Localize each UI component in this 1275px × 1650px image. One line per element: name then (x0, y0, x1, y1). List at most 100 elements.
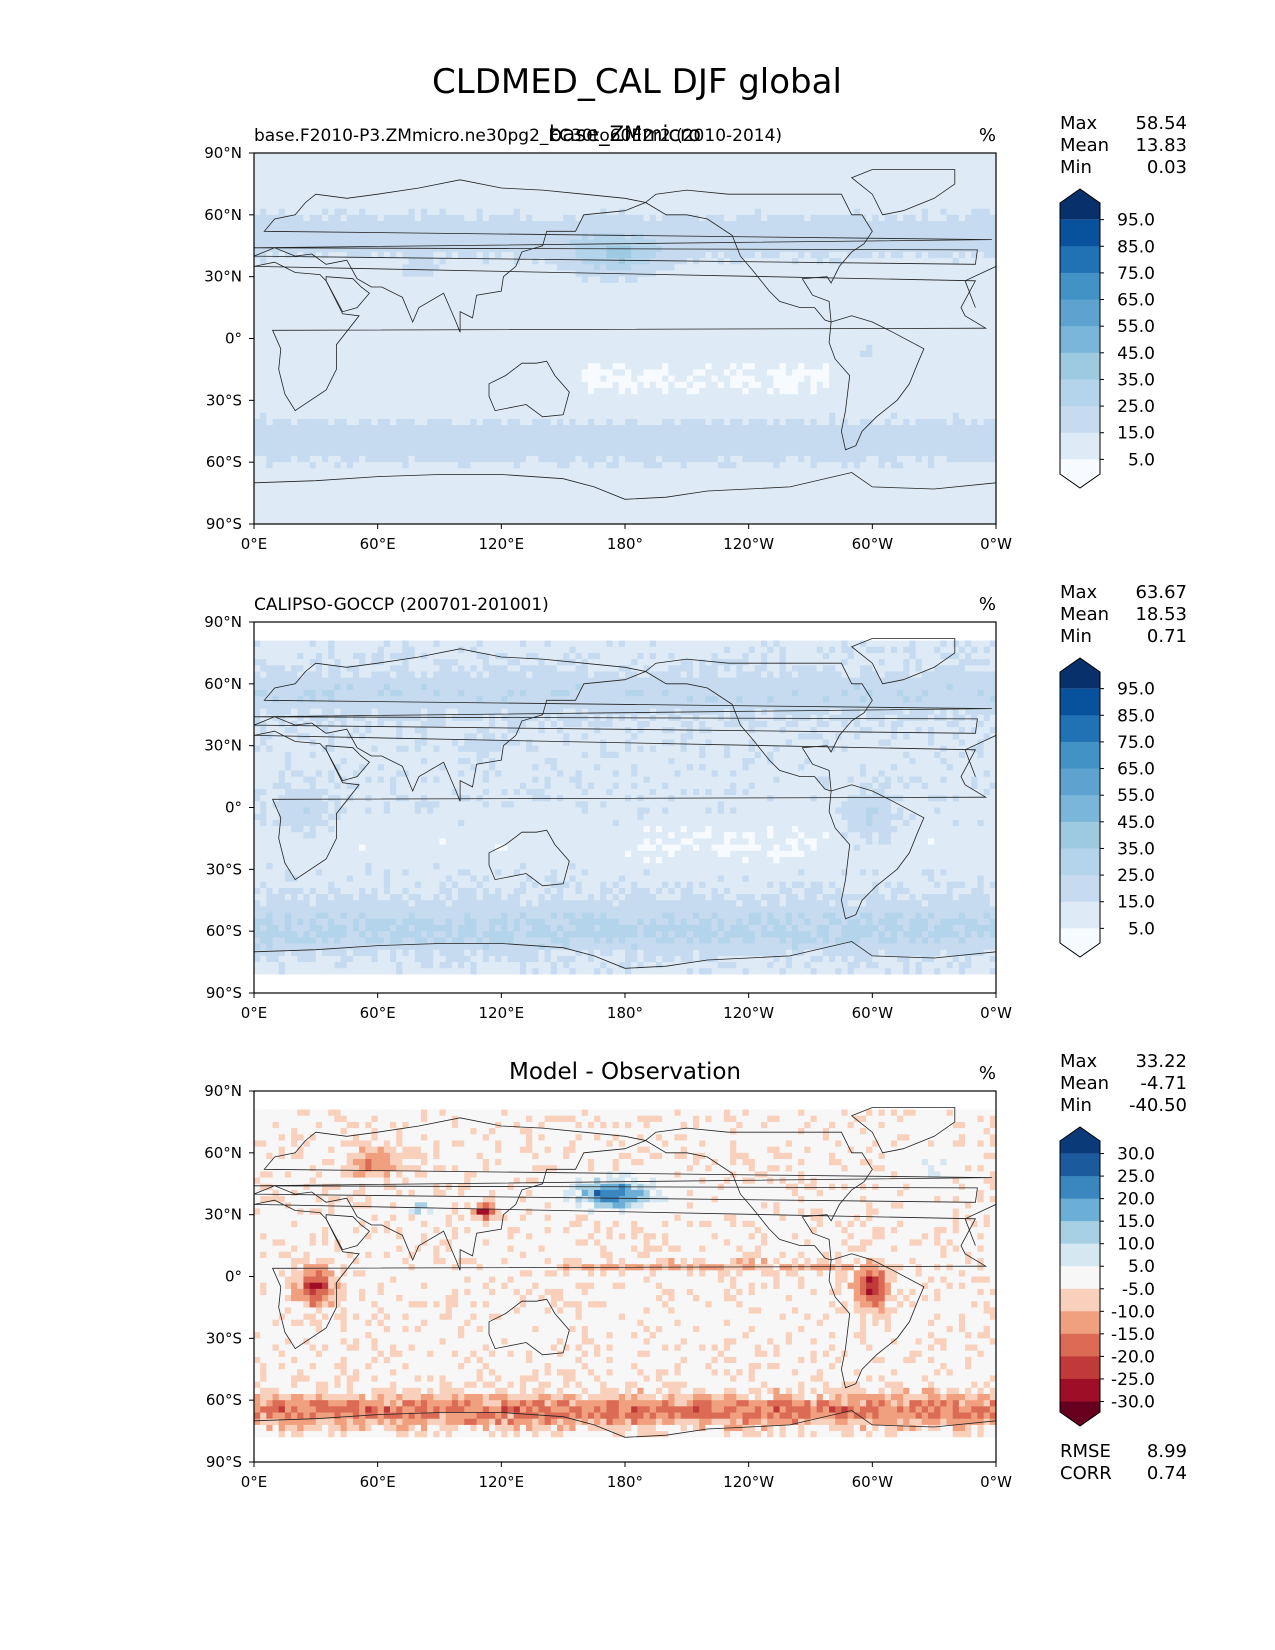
heatmap-cell (390, 394, 397, 401)
heatmap-cell (680, 208, 688, 216)
heatmap-cell (383, 437, 391, 445)
heatmap-cell (334, 511, 342, 519)
heatmap-cell (476, 462, 484, 469)
heatmap-cell (717, 363, 725, 371)
heatmap-cell (761, 171, 768, 179)
heatmap-cell (291, 177, 298, 185)
heatmap-cell (569, 233, 577, 241)
heatmap-cell (346, 468, 354, 476)
heatmap-cell (550, 270, 558, 278)
heatmap-cell (600, 443, 608, 451)
heatmap-cell (761, 326, 768, 333)
heatmap-cell (625, 196, 632, 204)
heatmap-cell (544, 202, 552, 210)
heatmap-cell (272, 486, 280, 494)
heatmap-cell (291, 344, 298, 352)
heatmap-cell (439, 406, 447, 414)
heatmap-cell (705, 418, 713, 426)
heatmap-cell (550, 221, 558, 228)
heatmap-cell (662, 350, 669, 358)
heatmap-cell (594, 387, 601, 395)
heatmap-cell (334, 319, 342, 327)
heatmap-cell (581, 319, 589, 327)
heatmap-cell (352, 301, 360, 309)
heatmap-cell (352, 418, 360, 426)
heatmap-cell (606, 369, 614, 377)
heatmap-cell (723, 400, 731, 408)
heatmap-cell (730, 202, 737, 210)
heatmap-cell (631, 480, 638, 488)
heatmap-cell (260, 313, 267, 321)
heatmap-cell (717, 183, 725, 191)
heatmap-cell (754, 431, 762, 439)
heatmap-cell (699, 375, 706, 383)
heatmap-cell (266, 258, 274, 265)
heatmap-cell (662, 270, 669, 278)
heatmap-cell (377, 251, 385, 259)
heatmap-cell (315, 400, 323, 408)
heatmap-cell (420, 418, 428, 426)
heatmap-cell (587, 387, 595, 395)
heatmap-cell (569, 270, 577, 278)
heatmap-cell (637, 425, 645, 432)
heatmap-cell (736, 301, 744, 309)
heatmap-cell (594, 418, 601, 426)
heatmap-cell (569, 227, 577, 234)
heatmap-cell (594, 264, 601, 272)
heatmap-cell (377, 443, 385, 451)
heatmap-cell (705, 387, 713, 395)
heatmap-cell (427, 301, 434, 309)
heatmap-cell (291, 214, 298, 222)
heatmap-cell (451, 282, 459, 290)
heatmap-cell (600, 375, 608, 383)
heatmap-cell (365, 462, 373, 469)
heatmap-cell (594, 289, 601, 296)
heatmap-cell (532, 221, 540, 228)
heatmap-cell (297, 233, 305, 241)
heatmap-cell (272, 387, 280, 395)
heatmap-cell (507, 375, 515, 383)
heatmap-cell (556, 493, 564, 500)
heatmap-cell (334, 251, 342, 259)
heatmap-cell (377, 400, 385, 408)
heatmap-cell (476, 202, 484, 210)
heatmap-cell (544, 480, 552, 488)
heatmap-cell (346, 394, 354, 401)
heatmap-cell (513, 196, 521, 204)
heatmap-cell (569, 202, 577, 210)
heatmap-cell (736, 462, 744, 469)
heatmap-cell (748, 239, 756, 247)
heatmap-cell (581, 486, 589, 494)
heatmap-cell (711, 357, 719, 364)
heatmap-cell (309, 153, 317, 160)
heatmap-cell (476, 474, 484, 482)
heatmap-cell (260, 493, 267, 500)
heatmap-cell (655, 462, 663, 469)
heatmap-cell (291, 357, 298, 364)
heatmap-cell (754, 344, 762, 352)
heatmap-cell (284, 313, 292, 321)
heatmap-cell (501, 480, 509, 488)
heatmap-cell (748, 282, 756, 290)
heatmap-cell (464, 357, 472, 364)
heatmap-cell (284, 474, 292, 482)
heatmap-cell (495, 400, 502, 408)
heatmap-cell (513, 474, 521, 482)
heatmap-cell (544, 245, 552, 253)
heatmap-cell (414, 295, 422, 302)
heatmap-cell (420, 196, 428, 204)
heatmap-cell (414, 394, 422, 401)
heatmap-cell (482, 196, 490, 204)
heatmap-cell (730, 214, 737, 222)
heatmap-cell (359, 171, 366, 179)
heatmap-cell (482, 480, 490, 488)
heatmap-cell (464, 511, 472, 519)
heatmap-cell (693, 313, 700, 321)
heatmap-cell (513, 159, 521, 166)
heatmap-cell (575, 177, 583, 185)
heatmap-cell (272, 307, 280, 315)
heatmap-cell (625, 499, 632, 507)
heatmap-cell (761, 455, 768, 463)
heatmap-cell (266, 338, 274, 346)
heatmap-cell (340, 387, 348, 395)
